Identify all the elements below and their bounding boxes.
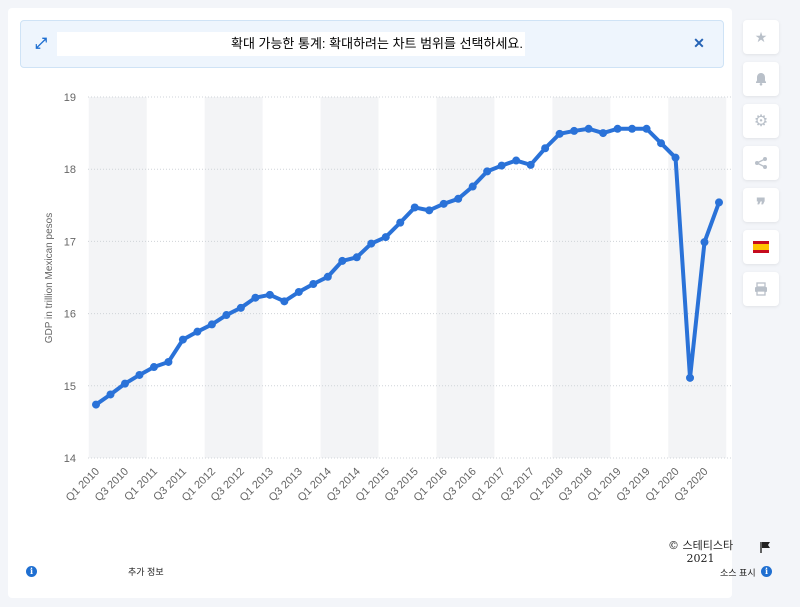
notification-button[interactable] [743, 62, 779, 96]
y-axis-label: GDP in trillion Mexican pesos [44, 213, 55, 343]
data-point[interactable] [555, 129, 564, 138]
data-point[interactable] [715, 198, 723, 207]
data-point[interactable] [628, 124, 637, 133]
data-point[interactable] [265, 290, 274, 299]
data-point[interactable] [207, 320, 216, 329]
data-point[interactable] [454, 194, 463, 203]
data-point[interactable] [497, 161, 506, 170]
y-tick-label: 17 [64, 236, 76, 248]
data-point[interactable] [381, 233, 390, 242]
data-point[interactable] [468, 182, 477, 191]
copyright-line1: © 스테티스타 [668, 539, 734, 552]
share-button[interactable] [743, 146, 779, 180]
data-point[interactable] [309, 279, 318, 288]
gear-icon: ⚙ [753, 113, 769, 130]
zoom-banner: ⤢ 확대 가능한 통계: 확대하려는 차트 범위를 선택하세요. ✕ [20, 20, 724, 68]
y-tick-label: 16 [64, 309, 76, 321]
print-button[interactable] [743, 272, 779, 306]
flag-icon[interactable] [760, 541, 772, 553]
year-band [88, 97, 147, 458]
series-line [94, 126, 721, 407]
cite-button[interactable]: ❞ [743, 188, 779, 222]
data-point[interactable] [613, 124, 622, 133]
data-point[interactable] [135, 370, 144, 379]
data-point[interactable] [149, 363, 158, 372]
more-info-link[interactable]: 추가 정보 [128, 567, 164, 577]
spain-flag-icon [753, 241, 769, 253]
data-point[interactable] [120, 379, 129, 388]
data-point[interactable] [584, 124, 593, 133]
bell-icon [756, 73, 766, 86]
y-tick-label: 14 [64, 453, 76, 465]
year-band [436, 97, 495, 458]
info-icon[interactable]: i [26, 566, 37, 577]
data-point[interactable] [338, 256, 347, 265]
data-point[interactable] [251, 293, 260, 302]
share-icon [755, 157, 767, 169]
data-point[interactable] [541, 144, 550, 153]
data-point[interactable] [294, 287, 303, 296]
data-point[interactable] [410, 203, 419, 212]
settings-button[interactable]: ⚙ [743, 104, 779, 138]
data-point[interactable] [178, 335, 187, 344]
copyright-year: 2021 [686, 552, 715, 565]
copyright: © 스테티스타 2021 [668, 539, 733, 565]
close-icon[interactable]: ✕ [693, 35, 705, 51]
data-point[interactable] [483, 167, 492, 176]
data-point[interactable] [323, 272, 332, 281]
data-point[interactable] [236, 303, 245, 312]
data-point[interactable] [599, 129, 608, 138]
year-band [668, 97, 727, 458]
y-tick-label: 15 [64, 381, 76, 393]
data-point[interactable] [700, 238, 709, 247]
data-point[interactable] [222, 311, 231, 320]
data-point[interactable] [512, 156, 521, 165]
data-point[interactable] [425, 206, 434, 215]
data-point[interactable] [671, 153, 680, 162]
language-button[interactable] [743, 230, 779, 264]
y-tick-label: 18 [64, 164, 76, 176]
y-tick-label: 19 [64, 92, 76, 104]
data-point[interactable] [526, 160, 535, 169]
data-point[interactable] [193, 327, 202, 336]
data-point[interactable] [106, 390, 115, 399]
data-point[interactable] [280, 297, 289, 306]
star-icon: ★ [754, 28, 768, 45]
year-band [204, 97, 263, 458]
year-band [552, 97, 611, 458]
data-point[interactable] [439, 199, 448, 208]
printer-icon [755, 282, 767, 296]
data-point[interactable] [642, 124, 651, 133]
favorite-button[interactable]: ★ [743, 20, 779, 54]
data-point[interactable] [570, 126, 579, 135]
expand-icon[interactable]: ⤢ [34, 35, 47, 52]
quote-icon: ❞ [756, 194, 766, 215]
data-point[interactable] [367, 239, 376, 248]
data-point[interactable] [686, 373, 695, 382]
source-info-icon[interactable]: i [761, 566, 772, 577]
data-point[interactable] [396, 218, 405, 227]
data-point[interactable] [352, 253, 361, 262]
data-point[interactable] [164, 357, 173, 366]
data-point[interactable] [92, 400, 100, 409]
data-point[interactable] [657, 139, 666, 148]
zoom-hint-text: 확대 가능한 통계: 확대하려는 차트 범위를 선택하세요. [57, 32, 525, 56]
show-source-link[interactable]: 소스 표시 [720, 568, 756, 578]
